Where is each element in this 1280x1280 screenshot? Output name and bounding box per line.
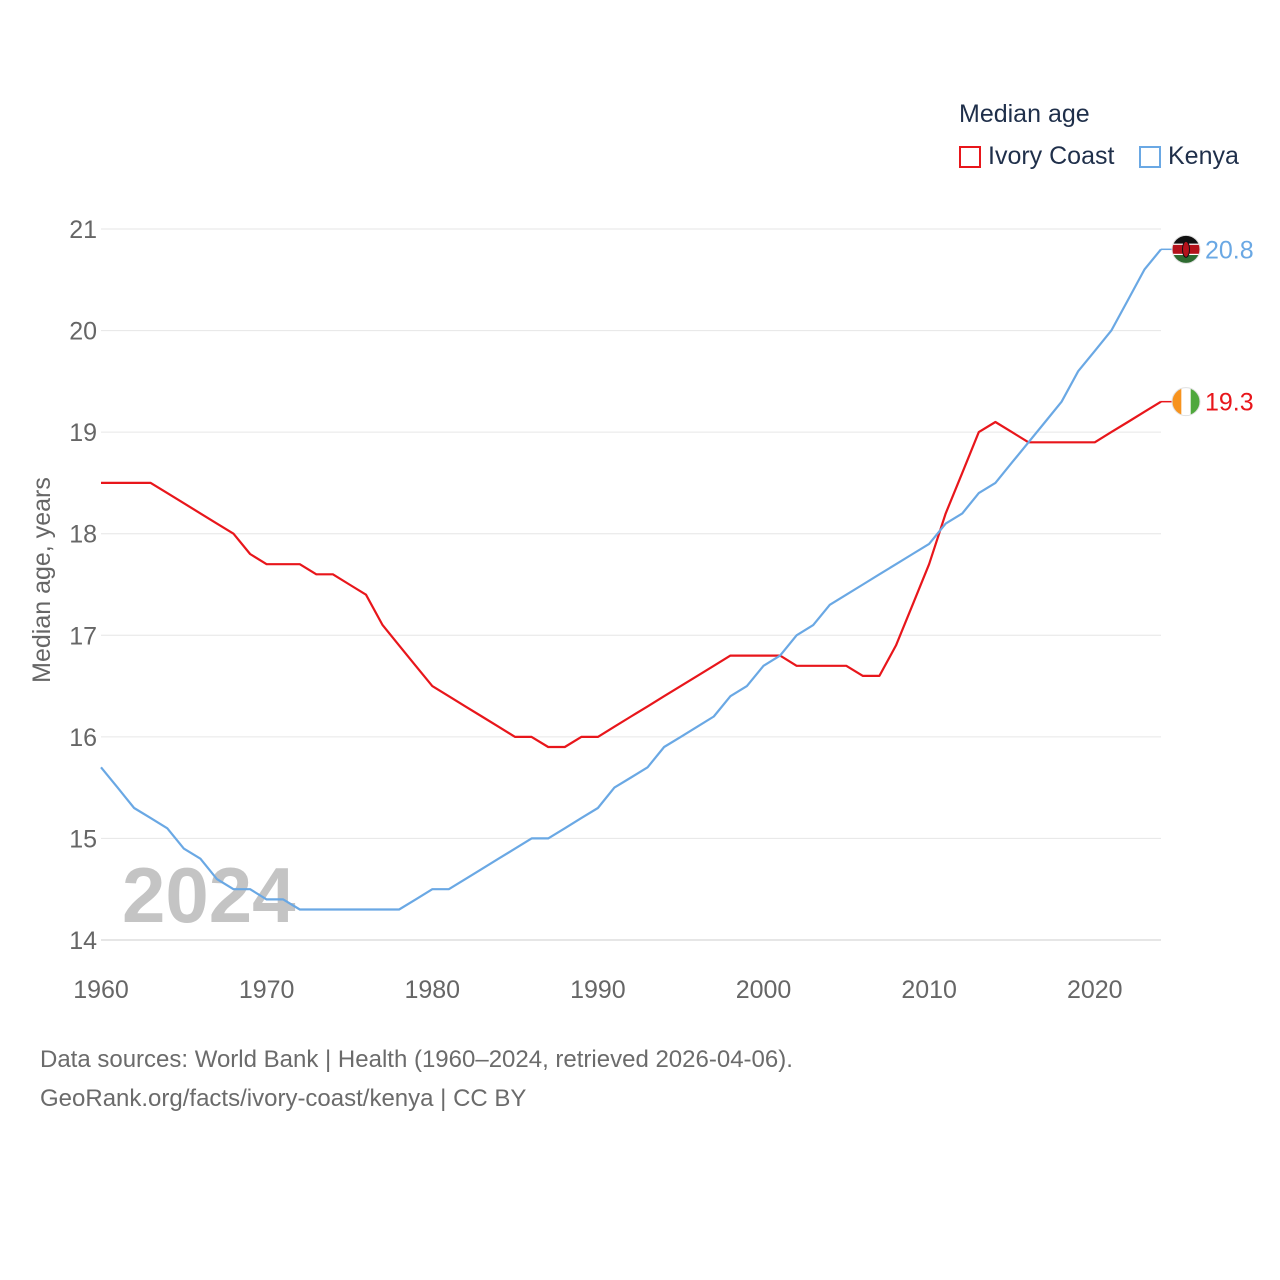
series-lines — [100, 248, 1162, 911]
legend-item-ivory-coast[interactable]: Ivory Coast — [959, 142, 1114, 171]
flag-icon-kenya — [1172, 235, 1200, 264]
series-line-kenya — [100, 248, 1162, 911]
x-tick-label-1970: 1970 — [239, 976, 295, 1004]
footer-link[interactable]: GeoRank.org/facts/ivory-coast/kenya | CC… — [40, 1085, 527, 1112]
x-axis-ticks: 1960 1970 1980 1990 2000 2010 2020 — [73, 976, 1122, 1004]
end-markers: 19.3 20.8 — [1161, 234, 1254, 417]
series-line-ivory-coast — [101, 400, 1162, 749]
x-tick-label-1980: 1980 — [404, 976, 460, 1004]
legend-label-ivory-coast: Ivory Coast — [988, 142, 1115, 170]
y-tick-label-18: 18 — [69, 521, 97, 549]
year-watermark: 2024 — [122, 851, 296, 939]
y-tick-label-17: 17 — [69, 622, 97, 650]
y-tick-label-16: 16 — [69, 724, 97, 752]
x-tick-label-2010: 2010 — [901, 976, 957, 1004]
legend-item-kenya[interactable]: Kenya — [1139, 142, 1239, 171]
x-tick-label-1990: 1990 — [570, 976, 626, 1004]
y-tick-label-15: 15 — [69, 825, 97, 853]
y-tick-label-21: 21 — [69, 216, 97, 244]
legend-title: Median age — [959, 100, 1090, 128]
y-axis-ticks: 14 15 16 17 18 19 20 21 — [69, 216, 97, 955]
legend-swatch-ivory-coast — [959, 145, 981, 168]
x-tick-label-2000: 2000 — [736, 976, 792, 1004]
y-tick-label-20: 20 — [69, 318, 97, 346]
flag-icon-ivory-coast — [1172, 387, 1200, 416]
y-axis-label: Median age, years — [28, 477, 56, 683]
legend-swatch-kenya — [1139, 145, 1161, 168]
end-value-label-kenya: 20.8 — [1205, 236, 1254, 264]
footer-sources: Data sources: World Bank | Health (1960–… — [40, 1046, 793, 1073]
x-tick-label-1960: 1960 — [73, 976, 129, 1004]
y-tick-label-19: 19 — [69, 419, 97, 447]
y-tick-label-14: 14 — [69, 927, 97, 955]
end-value-label-ivory-coast: 19.3 — [1205, 389, 1254, 417]
legend-label-kenya: Kenya — [1168, 142, 1239, 170]
x-tick-label-2020: 2020 — [1067, 976, 1123, 1004]
grid-lines — [101, 228, 1161, 941]
